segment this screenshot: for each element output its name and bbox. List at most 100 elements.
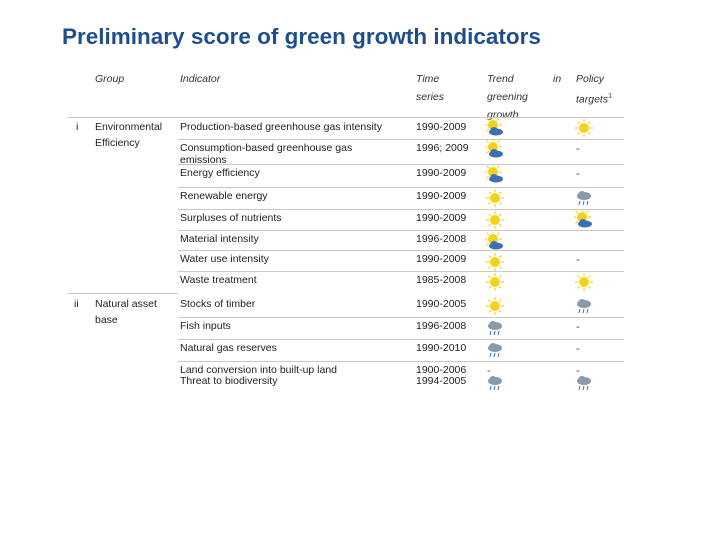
indicator-name-line1: Land conversion into built-up land — [180, 364, 338, 376]
row-divider — [178, 250, 624, 251]
group-number: ii — [74, 298, 79, 310]
time-series-value: 1900-2006 — [416, 364, 467, 376]
partly-cloudy-icon — [574, 210, 592, 228]
time-series-value: 1990-2009 — [416, 167, 467, 179]
header-trend: Trend greening growth — [487, 73, 528, 121]
sunny-icon — [575, 273, 593, 291]
group-name-line2: base — [95, 314, 118, 326]
time-series-value: 1985-2008 — [416, 274, 467, 286]
group-name: Natural asset base — [95, 298, 157, 326]
header-trend-line3: growth — [487, 109, 519, 121]
indicator-name: Natural gas reserves — [180, 342, 277, 354]
row-divider — [178, 187, 624, 188]
sunny-trend-icon — [485, 210, 505, 230]
indicator-name: Surpluses of nutrients — [180, 212, 282, 224]
indicator-name: Material intensity — [180, 233, 259, 245]
time-series-value: 1996-2008 — [416, 320, 467, 332]
sunny-policy-target-icon — [574, 118, 594, 138]
partly-cloudy-trend-icon — [485, 140, 505, 160]
indicator-name-line1: Material intensity — [180, 233, 259, 245]
header-time-line2: series — [416, 91, 445, 103]
time-series-value: 1990-2009 — [416, 212, 467, 224]
header-trend-line1: Trend — [487, 73, 514, 85]
partly-cloudy-trend-icon — [485, 165, 505, 185]
sunny-trend-icon — [485, 188, 505, 208]
partly-cloudy-icon — [485, 232, 503, 250]
group-name: Environmental Efficiency — [95, 121, 162, 149]
header-trend-in: in — [553, 73, 562, 85]
time-series-value: 1990-2009 — [416, 253, 467, 265]
row-divider — [178, 209, 624, 210]
row-divider — [178, 317, 624, 318]
rainy-icon — [577, 191, 591, 206]
time-series-value: 1996-2008 — [416, 233, 467, 245]
rainy-trend-icon — [485, 318, 505, 338]
indicator-name-line1: Stocks of timber — [180, 298, 256, 310]
indicator-name-line1: Surpluses of nutrients — [180, 212, 282, 224]
policy-target-dash: - — [576, 143, 580, 155]
rainy-policy-target-icon — [574, 296, 594, 316]
header-time-series: Time series — [416, 73, 444, 103]
header-group: Group — [95, 73, 125, 85]
sunny-icon — [486, 273, 504, 291]
rainy-icon — [488, 321, 502, 336]
header-trend-line2: greening — [487, 91, 528, 103]
group-divider — [68, 293, 178, 294]
row-divider — [178, 361, 624, 362]
indicator-name-line1: Natural gas reserves — [180, 342, 277, 354]
rainy-icon — [577, 376, 591, 391]
group-name-line1: Natural asset — [95, 298, 157, 310]
time-series-value: 1994-2005 — [416, 375, 467, 387]
row-divider — [178, 271, 624, 272]
indicator-name-line1: Energy efficiency — [180, 167, 260, 179]
time-series-value: 1990-2010 — [416, 342, 467, 354]
sunny-policy-target-icon — [574, 272, 594, 292]
group-name-line2: Efficiency — [95, 137, 140, 149]
partly-cloudy-icon — [485, 118, 503, 136]
header-divider — [68, 117, 624, 118]
row-divider — [178, 164, 624, 165]
rainy-icon — [577, 299, 591, 314]
indicator-name-line2: emissions — [180, 154, 227, 166]
partly-cloudy-icon — [485, 140, 503, 158]
time-series-value: 1996; 2009 — [416, 142, 469, 154]
header-policy-footnote: 1 — [608, 93, 613, 100]
group-number: i — [76, 121, 79, 133]
indicator-name: Threat to biodiversity — [180, 375, 277, 387]
policy-target-dash: - — [576, 365, 580, 377]
time-series-value: 1990-2009 — [416, 121, 467, 133]
time-series-value: 1990-2009 — [416, 190, 467, 202]
sunny-trend-icon — [485, 296, 505, 316]
indicator-name-line1: Water use intensity — [180, 253, 269, 265]
sunny-icon — [575, 119, 593, 137]
time-series-value: 1990-2005 — [416, 298, 467, 310]
sunny-icon — [486, 297, 504, 315]
sunny-icon — [486, 211, 504, 229]
header-time-line1: Time — [416, 73, 440, 85]
indicator-name: Energy efficiency — [180, 167, 260, 179]
indicator-name-line1: Consumption-based greenhouse gas — [180, 142, 353, 154]
group-name-line1: Environmental — [95, 121, 163, 133]
indicator-name: Water use intensity — [180, 253, 269, 265]
policy-target-dash: - — [576, 254, 580, 266]
rainy-trend-icon — [485, 373, 505, 393]
policy-target-dash: - — [576, 321, 580, 333]
indicator-name: Production-based greenhouse gas intensit… — [180, 121, 382, 133]
policy-target-dash: - — [576, 168, 580, 180]
indicator-name: Renewable energy — [180, 190, 268, 202]
header-policy-line1: Policy — [576, 73, 605, 85]
sunny-icon — [486, 189, 504, 207]
trend-dash: - — [487, 365, 491, 377]
rainy-policy-target-icon — [574, 188, 594, 208]
indicator-name: Consumption-based greenhouse gas emission… — [180, 142, 352, 166]
header-policy: Policy targets1 — [576, 73, 612, 106]
row-divider — [178, 139, 624, 140]
indicator-name: Stocks of timber — [180, 298, 255, 310]
row-divider — [178, 230, 624, 231]
sunny-icon — [486, 253, 504, 271]
rainy-trend-icon — [485, 340, 505, 360]
rainy-icon — [488, 376, 502, 391]
header-indicator: Indicator — [180, 73, 221, 85]
partly-cloudy-policy-target-icon — [574, 210, 594, 230]
row-divider — [178, 339, 624, 340]
